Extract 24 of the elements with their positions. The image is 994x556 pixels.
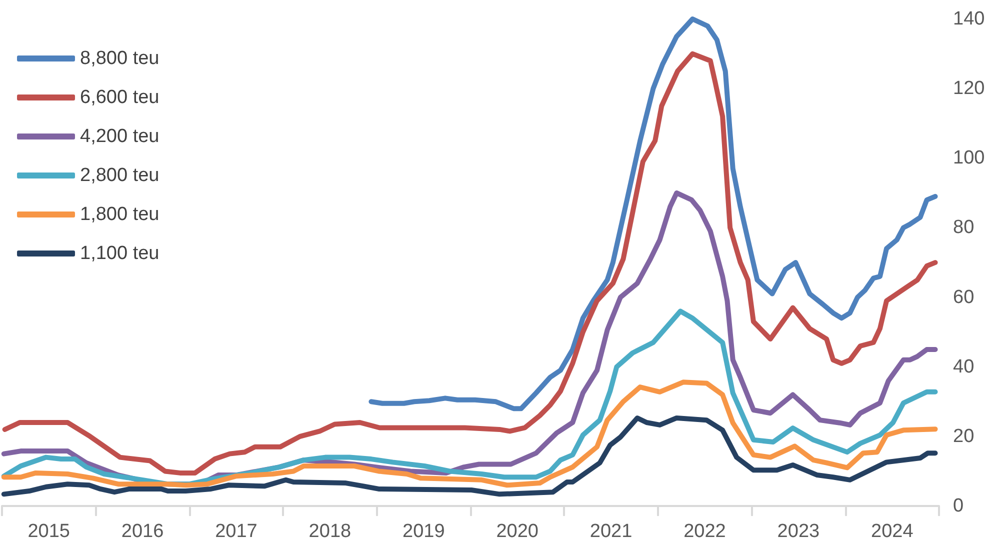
- legend-label: 2,800 teu: [80, 165, 160, 186]
- legend-label: 1,800 teu: [80, 204, 160, 225]
- x-tick-label: 2020: [496, 521, 538, 542]
- y-tick-label: 80: [953, 217, 974, 238]
- y-tick-label: 100: [953, 148, 985, 169]
- y-tick-label: 40: [953, 356, 974, 378]
- y-tick-label: 60: [953, 286, 974, 308]
- y-tick-label: 20: [953, 426, 974, 447]
- legend-label: 1,100 teu: [80, 243, 160, 264]
- x-tick-label: 2015: [28, 521, 70, 542]
- legend-label: 8,800 teu: [80, 48, 160, 69]
- x-tick-label: 2018: [308, 521, 352, 542]
- y-tick-label: 140: [953, 8, 985, 30]
- x-tick-label: 2021: [590, 521, 632, 542]
- x-tick-label: 2019: [402, 521, 445, 542]
- x-tick-label: 2024: [871, 521, 914, 542]
- y-tick-label: 0: [953, 496, 964, 516]
- x-tick-label: 2017: [215, 521, 258, 542]
- legend-label: 6,600 teu: [80, 87, 160, 108]
- legend-label: 4,200 teu: [80, 126, 160, 147]
- x-tick-label: 2022: [684, 521, 726, 542]
- x-tick-label: 2023: [777, 521, 820, 542]
- y-tick-label: 120: [953, 78, 985, 100]
- x-tick-label: 2016: [121, 521, 164, 542]
